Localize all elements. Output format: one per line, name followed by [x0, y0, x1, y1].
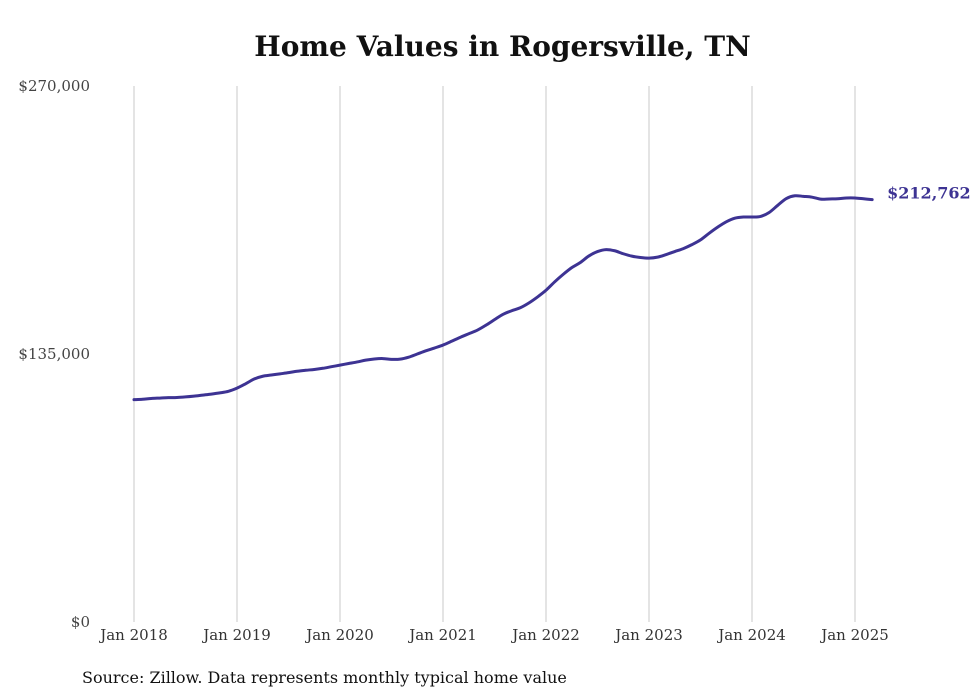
x-axis-tick-labels: Jan 2018 Jan 2019 Jan 2020 Jan 2021 Jan 2022…	[98, 626, 889, 644]
x-tick-label: Jan 2020	[304, 626, 374, 644]
x-tick-label: Jan 2019	[201, 626, 271, 644]
x-tick-label: Jan 2023	[613, 626, 683, 644]
x-tick-label: Jan 2022	[510, 626, 580, 644]
end-value-label: $212,762	[887, 184, 971, 203]
y-axis-tick-labels: $0 $135,000 $270,000	[18, 77, 90, 631]
source-note: Source: Zillow. Data represents monthly …	[82, 668, 567, 687]
y-tick-label: $135,000	[18, 345, 90, 363]
y-tick-label: $270,000	[18, 77, 90, 95]
vertical-gridlines	[133, 86, 856, 622]
y-tick-label: $0	[71, 613, 90, 631]
x-tick-label: Jan 2025	[819, 626, 889, 644]
chart-title: Home Values in Rogersville, TN	[254, 30, 751, 63]
home-value-line	[132, 194, 874, 402]
x-tick-label: Jan 2018	[98, 626, 168, 644]
x-tick-label: Jan 2021	[407, 626, 477, 644]
x-tick-label: Jan 2024	[716, 626, 786, 644]
